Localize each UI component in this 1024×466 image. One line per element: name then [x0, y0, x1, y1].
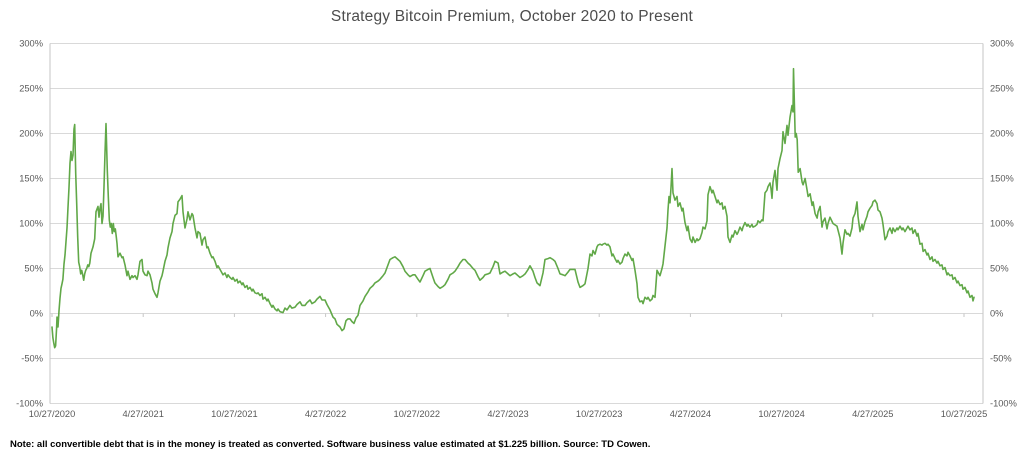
- y-axis-label-left: -50%: [21, 354, 43, 364]
- y-axis-label-left: 150%: [19, 174, 43, 184]
- x-axis-label: 10/27/2020: [29, 409, 76, 419]
- x-axis-label: 4/27/2024: [670, 409, 711, 419]
- x-axis-label: 10/27/2023: [576, 409, 623, 419]
- x-axis-label: 4/27/2021: [123, 409, 164, 419]
- y-axis-label-right: -100%: [990, 399, 1017, 409]
- x-axis-label: 10/27/2022: [394, 409, 441, 419]
- y-axis-label-left: 0%: [30, 309, 43, 319]
- x-axis-label: 10/27/2021: [211, 409, 258, 419]
- x-axis-label: 10/27/2025: [941, 409, 988, 419]
- x-axis-label: 4/27/2025: [852, 409, 893, 419]
- y-axis-label-right: -50%: [990, 354, 1012, 364]
- y-axis-label-right: 50%: [990, 264, 1009, 274]
- y-axis-label-right: 250%: [990, 84, 1014, 94]
- y-axis-label-right: 100%: [990, 219, 1014, 229]
- y-axis-label-left: 200%: [19, 129, 43, 139]
- x-axis-label: 10/27/2024: [758, 409, 805, 419]
- x-axis-label: 4/27/2022: [305, 409, 346, 419]
- y-axis-label-left: 250%: [19, 84, 43, 94]
- chart-title: Strategy Bitcoin Premium, October 2020 t…: [330, 8, 694, 25]
- y-axis-label-left: -100%: [16, 399, 43, 409]
- x-axis-label: 4/27/2023: [487, 409, 528, 419]
- y-axis-label-left: 300%: [19, 39, 43, 49]
- y-axis-label-left: 50%: [24, 264, 43, 274]
- y-axis-label-right: 150%: [990, 174, 1014, 184]
- y-axis-label-right: 200%: [990, 129, 1014, 139]
- source-note: Note: all convertible debt that is in th…: [10, 439, 651, 450]
- y-axis-label-right: 0%: [990, 309, 1003, 319]
- y-axis-label-left: 100%: [19, 219, 43, 229]
- premium-line-series: [51, 67, 975, 349]
- y-axis-label-right: 300%: [990, 39, 1014, 49]
